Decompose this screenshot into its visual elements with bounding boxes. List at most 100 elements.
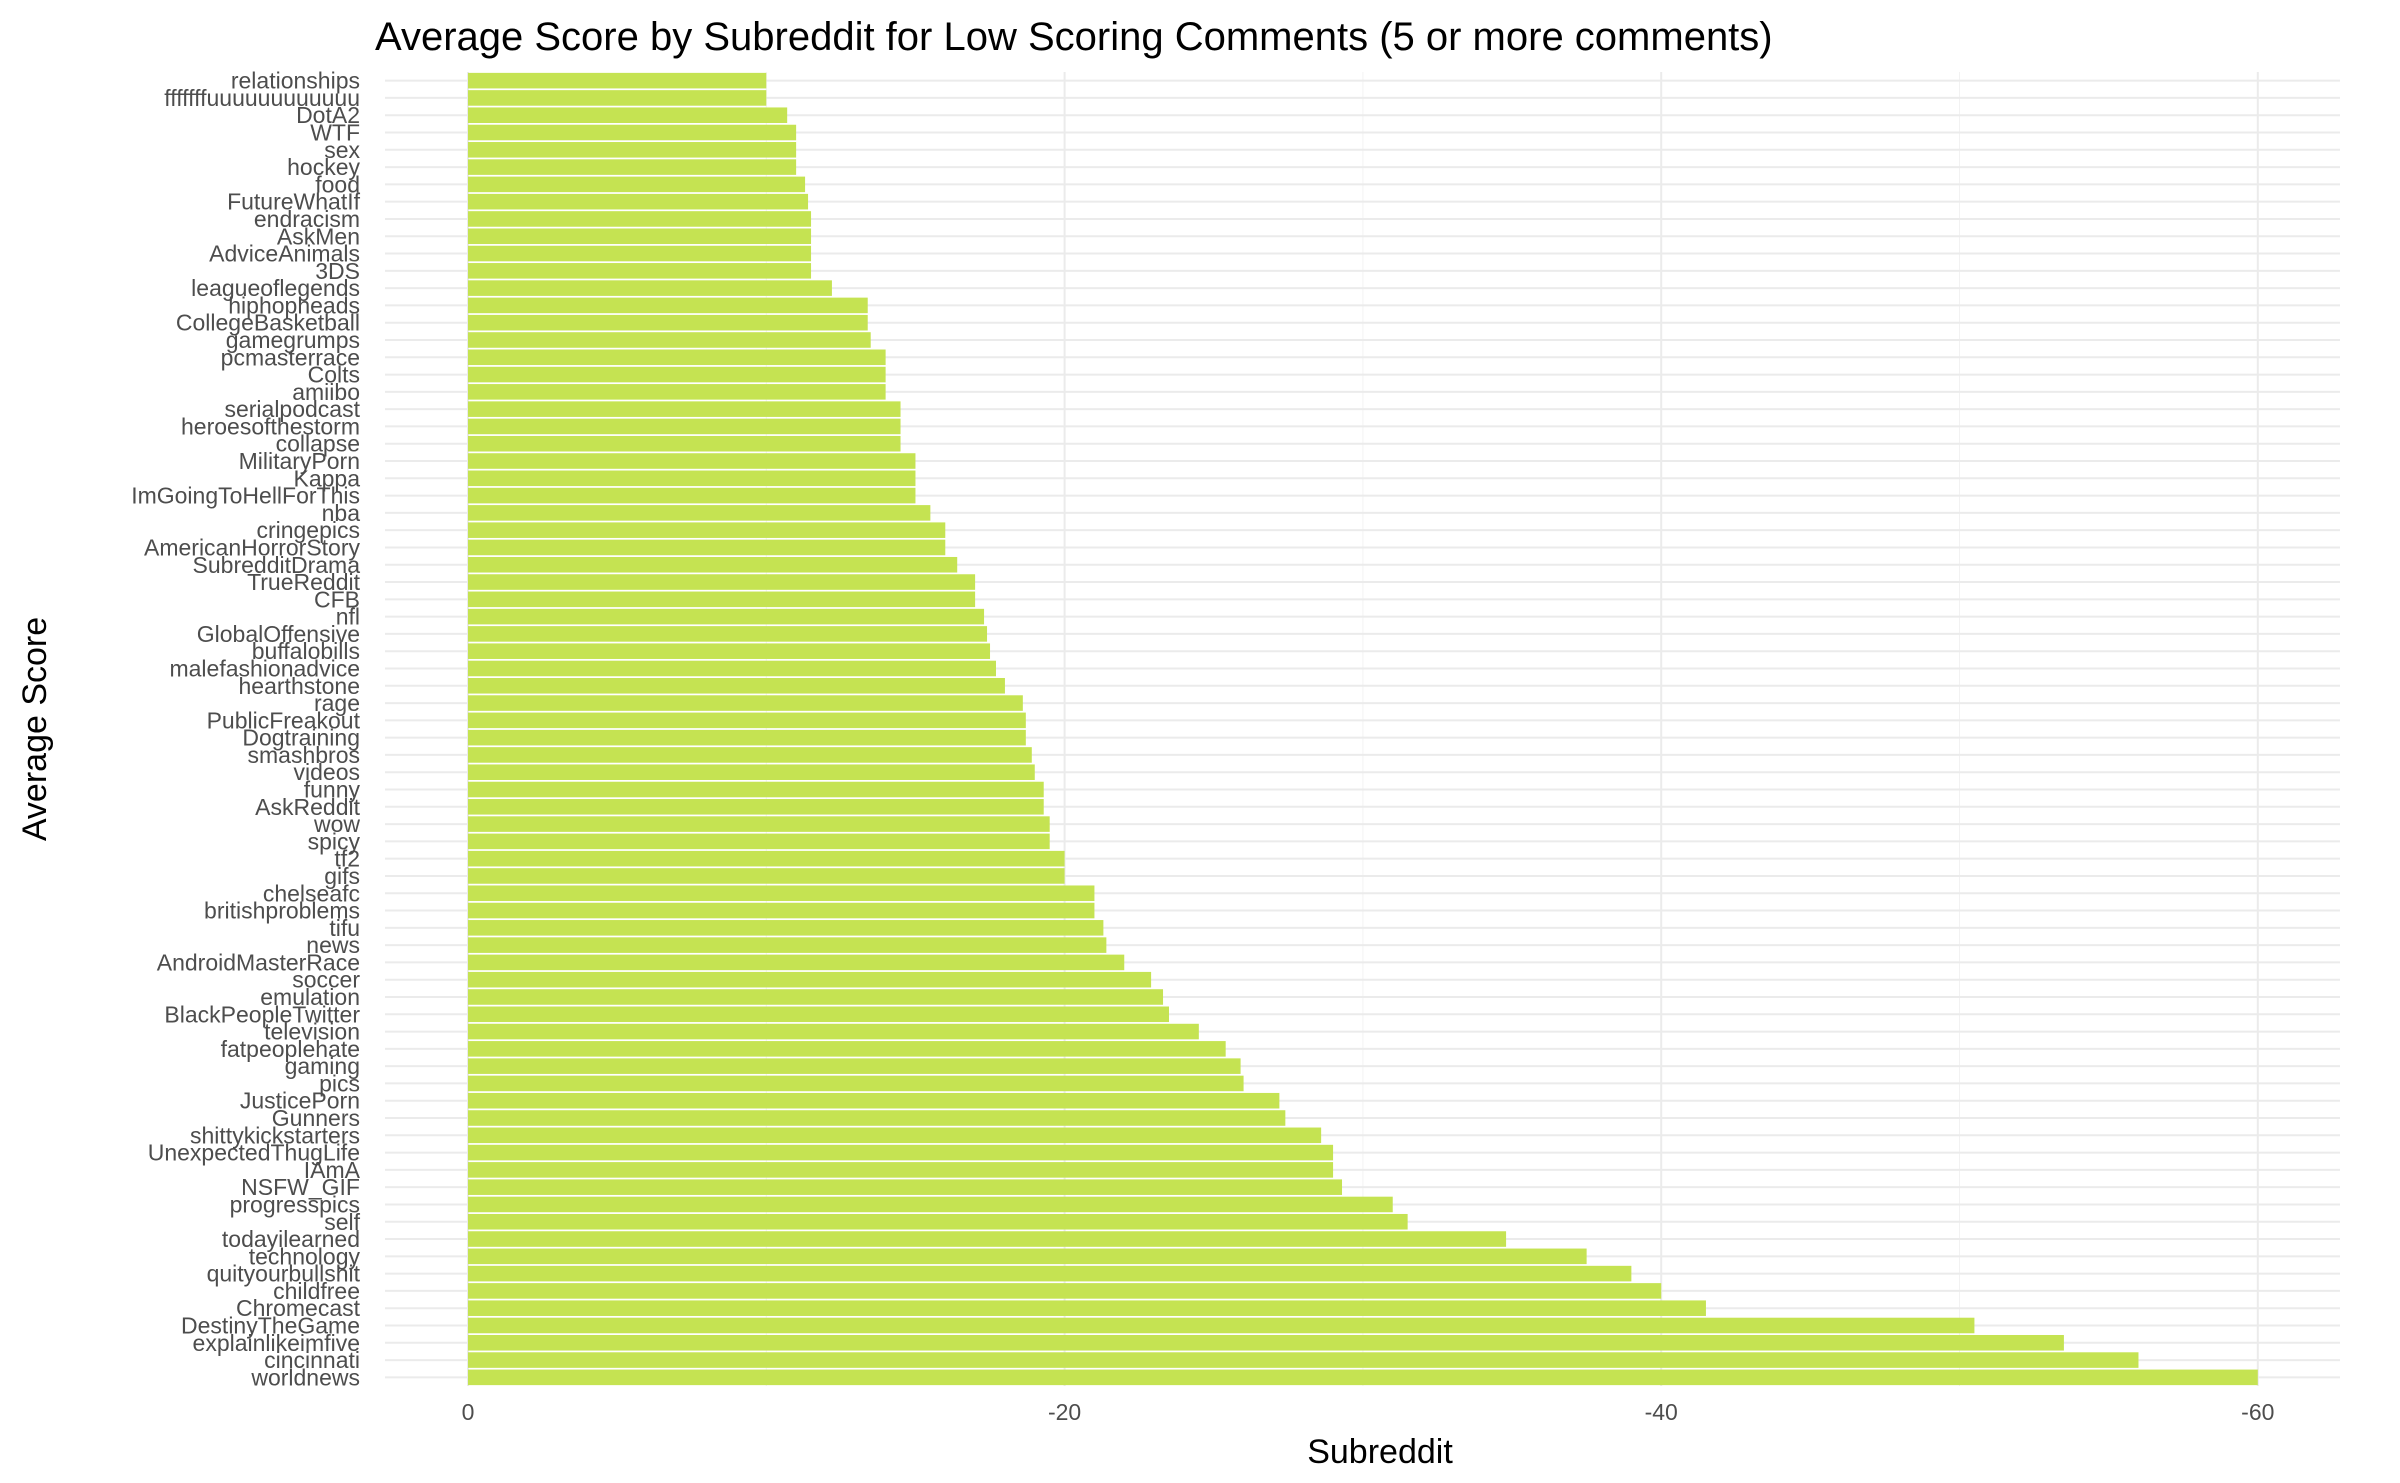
category-label-UnexpectedThugLife: UnexpectedThugLife (148, 1140, 360, 1166)
category-label-CollegeBasketball: CollegeBasketball (176, 310, 360, 336)
category-label-self: self (324, 1209, 360, 1235)
bar-soccer (468, 971, 1152, 988)
category-label-Dogtraining: Dogtraining (242, 725, 360, 751)
bar-nba (468, 505, 931, 521)
bar-wow (468, 816, 1050, 832)
bar-UnexpectedThugLife (468, 1144, 1334, 1161)
category-label-PublicFreakout: PublicFreakout (207, 707, 361, 733)
bar-TrueReddit (468, 574, 976, 590)
category-label-television: television (264, 1019, 360, 1045)
bar-WTF (468, 124, 797, 141)
bar-nfl (468, 608, 985, 625)
category-label-relationships: relationships (231, 68, 360, 94)
category-label-BlackPeopleTwitter: BlackPeopleTwitter (164, 1001, 360, 1027)
category-label-news: news (306, 932, 360, 958)
category-label-TrueReddit: TrueReddit (247, 569, 361, 595)
category-label-tf2: tf2 (334, 846, 360, 872)
category-label-endracism: endracism (254, 206, 360, 232)
bar-food (468, 176, 806, 193)
category-label-SubredditDrama: SubredditDrama (193, 552, 361, 578)
bar-FutureWhatIf (468, 193, 809, 210)
category-label-MilitaryPorn: MilitaryPorn (239, 448, 360, 474)
bar-DestinyTheGame (468, 1317, 1975, 1334)
category-label-quityourbullshit: quityourbullshit (207, 1261, 361, 1287)
bar-AskReddit (468, 799, 1044, 815)
category-label-pics: pics (319, 1070, 360, 1096)
bar-MilitaryPorn (468, 453, 916, 469)
x-tick-labels: 0 -20 -40 -60 (462, 1399, 2275, 1425)
bar-technology (468, 1248, 1587, 1265)
category-label-malefashionadvice: malefashionadvice (169, 655, 360, 681)
category-label-chelseafc: chelseafc (263, 880, 360, 906)
y-axis-title: Average Score (16, 617, 54, 841)
bar-leagueoflegends (468, 280, 832, 296)
category-label-pcmasterrace: pcmasterrace (221, 344, 360, 370)
bar-gifs (468, 868, 1065, 884)
bar-emulation (468, 989, 1164, 1005)
category-label-NSFW_GIF: NSFW_GIF (241, 1174, 360, 1200)
category-label-FutureWhatIf: FutureWhatIf (227, 189, 361, 215)
bar-shittykickstarters (468, 1127, 1322, 1144)
bar-collapse (468, 435, 901, 452)
bar-videos (468, 764, 1035, 781)
bar-progresspics (468, 1196, 1393, 1213)
x-tick-label: -20 (1048, 1399, 1081, 1425)
category-label-WTF: WTF (310, 120, 360, 146)
category-label-AskMen: AskMen (277, 223, 360, 249)
x-tick-label: 0 (462, 1399, 475, 1425)
category-label-AskReddit: AskReddit (255, 794, 360, 820)
category-label-worldnews: worldnews (250, 1364, 360, 1390)
bar-tifu (468, 920, 1104, 936)
bar-DotA2 (468, 107, 788, 124)
bar-relationships (468, 72, 767, 89)
category-label-soccer: soccer (292, 967, 360, 993)
bar-amiibo (468, 384, 886, 400)
bar-malefashionadvice (468, 660, 996, 677)
category-label-food: food (315, 171, 360, 197)
category-label-gaming: gaming (285, 1053, 360, 1079)
bar-PublicFreakout (468, 712, 1026, 729)
bar-spicy (468, 833, 1050, 850)
bar-Chromecast (468, 1300, 1706, 1316)
category-label-leagueoflegends: leagueoflegends (191, 275, 360, 301)
bar-tf2 (468, 850, 1065, 867)
category-label-buffalobills: buffalobills (252, 638, 360, 664)
category-label-AdviceAnimals: AdviceAnimals (209, 241, 360, 267)
bar-smashbros (468, 747, 1032, 763)
bar-AmericanHorrorStory (468, 539, 946, 556)
bars (468, 72, 2258, 1386)
category-label-AndroidMasterRace: AndroidMasterRace (157, 949, 360, 975)
category-label-hockey: hockey (287, 154, 360, 180)
category-label-DotA2: DotA2 (296, 102, 360, 128)
bar-AdviceAnimals (468, 245, 812, 262)
bar-JusticePorn (468, 1092, 1280, 1109)
bar-worldnews (468, 1369, 2258, 1386)
category-label-DestinyTheGame: DestinyTheGame (181, 1312, 360, 1338)
category-label-todayilearned: todayilearned (222, 1226, 360, 1252)
bar-IAmA (468, 1162, 1334, 1178)
category-label-AmericanHorrorStory: AmericanHorrorStory (144, 534, 360, 560)
category-label-3DS: 3DS (315, 258, 360, 284)
category-label-Gunners: Gunners (272, 1105, 360, 1131)
bar-television (468, 1023, 1199, 1040)
bar-NSFW_GIF (468, 1179, 1343, 1195)
category-label-GlobalOffensive: GlobalOffensive (197, 621, 360, 647)
category-label-sex: sex (324, 137, 360, 163)
bar-Gunners (468, 1110, 1286, 1126)
category-label-fatpeoplehate: fatpeoplehate (221, 1036, 360, 1062)
bar-Dogtraining (468, 729, 1026, 746)
bar-ImGoingToHellForThis (468, 487, 916, 504)
category-label-hearthstone: hearthstone (239, 673, 360, 699)
category-label-gamegrumps: gamegrumps (226, 327, 360, 353)
category-labels: relationshipsfffffffuuuuuuuuuuuuDotA2WTF… (131, 68, 360, 1391)
bar-cringepics (468, 522, 946, 538)
bar-serialpodcast (468, 401, 901, 417)
bar-fffffffuuuuuuuuuuuu (468, 90, 767, 106)
category-label-funny: funny (304, 777, 361, 803)
bar-CFB (468, 591, 976, 608)
bar-hockey (468, 159, 797, 175)
category-label-amiibo: amiibo (292, 379, 360, 405)
bar-hearthstone (468, 677, 1005, 694)
bar-AndroidMasterRace (468, 954, 1125, 971)
